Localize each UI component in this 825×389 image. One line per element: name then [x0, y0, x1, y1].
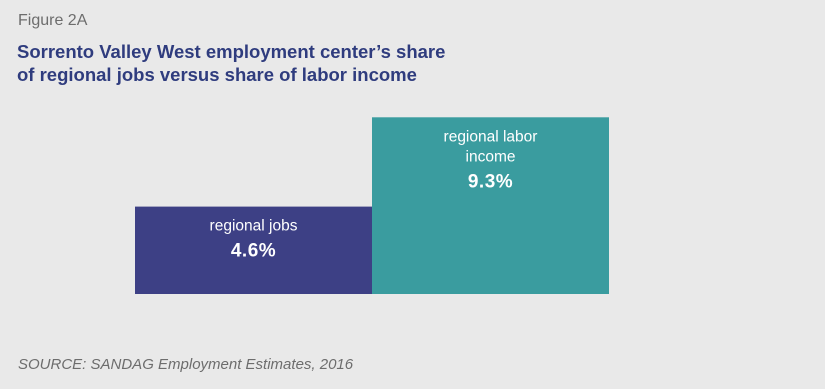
chart-title: Sorrento Valley West employment center’s…: [17, 40, 537, 86]
bar-value-label-income: 9.3%: [468, 171, 513, 192]
chart-title-line-2: of regional jobs versus share of labor i…: [17, 64, 417, 85]
bar-category-label-income-line-1: regional labor: [444, 128, 538, 145]
figure-label: Figure 2A: [18, 12, 88, 29]
bar-value-label-jobs: 4.6%: [231, 241, 276, 262]
bar-category-label-jobs: regional jobs: [210, 218, 298, 235]
source-note: SOURCE: SANDAG Employment Estimates, 201…: [18, 356, 354, 373]
bar-jobs: [135, 206, 372, 294]
chart-title-line-1: Sorrento Valley West employment center’s…: [17, 41, 446, 62]
bar-income: [372, 117, 609, 294]
bar-category-label-income-line-2: income: [466, 148, 516, 165]
